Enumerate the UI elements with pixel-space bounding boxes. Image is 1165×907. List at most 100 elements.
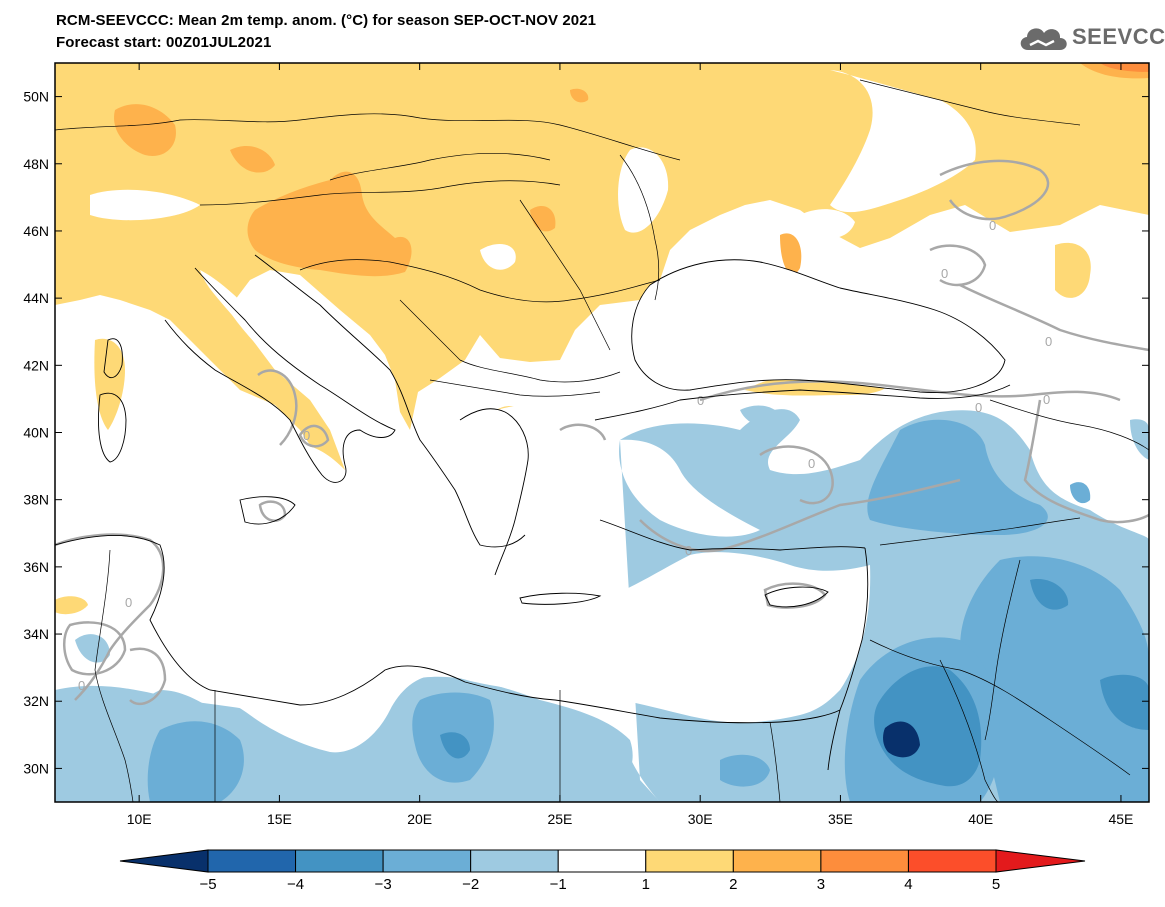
warm-anomaly-strong [780, 233, 802, 275]
colorbar-label: 2 [729, 876, 738, 893]
lat-tick-label: 30N [23, 760, 49, 776]
contour-label: 0 [975, 400, 982, 415]
warm-anomaly-strong [230, 145, 275, 173]
contour-label: 0 [125, 595, 132, 610]
warm-anomaly-max [1100, 63, 1149, 72]
levant-coastline [827, 547, 869, 771]
border [329, 152, 551, 181]
lat-tick-label: 50N [23, 89, 49, 105]
zero-contour [699, 380, 1121, 402]
border [299, 259, 661, 303]
warm-anomaly-strong [570, 88, 589, 103]
turkey-coastline [594, 384, 1011, 421]
balkan-coastline [254, 254, 526, 548]
contour-label: 0 [685, 543, 692, 558]
zero-contour [257, 369, 298, 446]
border [199, 180, 561, 206]
neutral-area [618, 147, 669, 233]
colorbar-label: −3 [374, 876, 392, 893]
axis-labels: 10E 15E 20E 25E 30E 35E 40E 45E 50N 48N 46N 44N 42N 4… [23, 89, 1133, 827]
italy-coastline [164, 267, 396, 483]
contour-label: 0 [808, 456, 815, 471]
zero-contour [1023, 399, 1149, 524]
border [879, 517, 1081, 546]
contour-label: 0 [78, 678, 85, 693]
colorbar-label: −4 [286, 876, 305, 893]
border [55, 113, 681, 161]
logo-text: SEEVCCC [1072, 24, 1165, 49]
cool-anomaly-area [740, 405, 782, 426]
cool-anomaly-moderate [720, 754, 770, 787]
country-borders [55, 79, 1149, 802]
turkey-south-coastline [599, 519, 866, 551]
lon-tick-label: 30E [688, 811, 713, 827]
lat-tick-label: 40N [23, 425, 49, 441]
zero-contour [759, 445, 834, 505]
colorbar-swatch [295, 849, 384, 873]
border [769, 721, 781, 802]
border [869, 639, 1131, 776]
neutral-area [480, 243, 516, 270]
zero-contour [959, 283, 1149, 352]
black-sea-coastline [631, 259, 1006, 393]
zero-contour [639, 478, 961, 553]
aegean-sea [469, 403, 611, 572]
neutral-area [830, 70, 976, 213]
zero-contour [929, 244, 987, 287]
zero-contour [63, 621, 127, 676]
colorbar-swatch [645, 849, 734, 873]
sea-of-azov [799, 209, 855, 239]
contour-label: 0 [697, 393, 704, 408]
contour-labels: 0 0 0 0 0 0 0 0 0 0 0 [78, 218, 1052, 693]
contour-label: 0 [1045, 334, 1052, 349]
africa-coastline [55, 535, 841, 724]
colorbar-label: 5 [991, 876, 1001, 893]
cloud-icon [1020, 28, 1067, 50]
zero-contour [939, 159, 1050, 221]
colorbar-swatch [557, 849, 647, 873]
cool-anomaly-strong [440, 732, 470, 759]
cool-anomaly-max [883, 721, 920, 758]
adriatic-sea [200, 270, 410, 447]
contour-label: 0 [1043, 392, 1050, 407]
border [519, 199, 611, 351]
lon-tick-label: 35E [828, 811, 853, 827]
tyrrhenian-sea [126, 381, 295, 497]
cool-anomaly-area [1130, 419, 1149, 460]
zero-contour [55, 533, 165, 701]
cool-anomaly-moderate [867, 419, 1048, 535]
border [984, 559, 1021, 741]
crete-coastline [519, 592, 602, 605]
axis-ticks [55, 63, 1149, 802]
warm-anomaly-area [94, 338, 125, 430]
lat-tick-label: 46N [23, 223, 49, 239]
coastlines [55, 254, 1011, 771]
sardinia-coastline [98, 392, 127, 463]
colorbar-label: −5 [199, 876, 217, 893]
cool-anomaly-strong [1030, 579, 1069, 610]
map-title: RCM-SEEVCCC: Mean 2m temp. anom. (°C) fo… [56, 12, 597, 29]
border [859, 79, 1081, 126]
seevccc-logo: SEEVCCC [1016, 20, 1165, 60]
cool-anomaly-moderate [147, 721, 244, 802]
map-field: 0 0 0 0 0 0 0 0 0 0 0 [55, 63, 1149, 802]
warm-anomaly-area [55, 596, 88, 615]
contour-label: 0 [989, 218, 996, 233]
border [989, 399, 1149, 451]
forecast-start-label: Forecast start: 00Z01JUL2021 [56, 34, 272, 51]
colorbar-swatch [820, 849, 909, 873]
colorbar-swatch [207, 849, 297, 873]
lat-tick-label: 42N [23, 357, 49, 373]
sicily-coastline [239, 496, 296, 525]
zero-contour [559, 423, 607, 441]
neutral-area [90, 189, 200, 221]
cool-anomaly-area [75, 634, 110, 663]
cyprus-coastline [764, 586, 829, 608]
lon-tick-label: 10E [127, 811, 152, 827]
zero-contour [129, 647, 167, 706]
colorbar [119, 849, 1086, 873]
colorbar-over-triangle [995, 849, 1086, 873]
cool-anomaly-moderate [1070, 482, 1091, 504]
lon-tick-label: 45E [1108, 811, 1133, 827]
